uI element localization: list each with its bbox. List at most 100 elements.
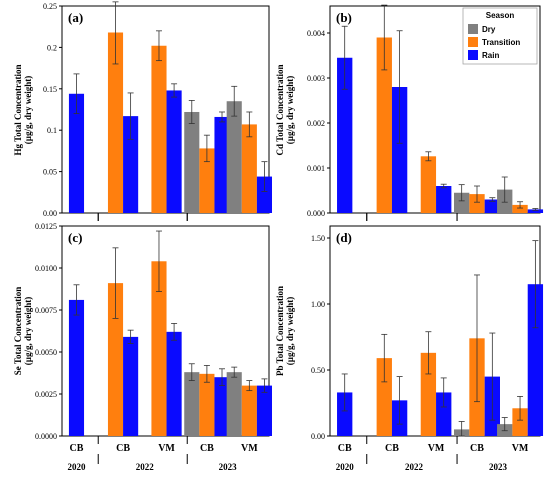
x-category-label: VM — [158, 443, 175, 454]
bar-c-dry — [226, 372, 242, 436]
panel-c-ytick-label: 0.0025 — [35, 390, 57, 399]
panel-c-ytick-label: 0.0075 — [35, 306, 57, 315]
x-year-label: 2022 — [136, 462, 155, 472]
legend-label-dry: Dry — [482, 25, 496, 34]
panel-b-ylabel-line2: (µg/g, dry weight) — [285, 76, 295, 144]
x-year-label: 2023 — [489, 462, 508, 472]
bar-c-rain — [166, 331, 182, 436]
bar-d-rain — [436, 392, 452, 436]
panel-d-ylabel-line2: (µg/g, dry weight) — [285, 297, 295, 365]
bar-c-transition — [241, 385, 257, 436]
bar-a-rain — [68, 93, 85, 213]
panel-d: 0.00 0.50 1.00 1.50 (d) Pb Total Concentrat… — [275, 225, 544, 444]
bar-a-transition — [107, 32, 124, 213]
bar-c-transition — [199, 373, 215, 436]
x-category-label: VM — [512, 443, 529, 454]
bar-b-rain — [436, 186, 452, 213]
panel-a-ytick-label: 0.05 — [43, 168, 57, 177]
bar-c-rain — [256, 385, 273, 436]
legend-label-transition: Transition — [482, 38, 520, 47]
bar-a-rain — [256, 176, 273, 213]
panel-c-ytick-label: 0.0000 — [35, 432, 57, 441]
panel-c-ytick-label: 0.0100 — [35, 264, 57, 273]
panel-a: 0.00 0.05 0.1 0.15 0.2 0.25 (a) Hg Total Conc… — [13, 1, 273, 221]
panel-a-ytick-label: 0.2 — [47, 43, 57, 52]
panel-a-ytick-label: 0.25 — [43, 2, 57, 11]
bar-b-transition — [420, 156, 437, 213]
x-year-label: 2020 — [336, 462, 355, 472]
bar-d-transition — [376, 358, 392, 436]
legend: Season Dry Transition Rain — [462, 7, 538, 65]
panel-d-ytick-label: 0.00 — [311, 432, 325, 441]
x-category-label: VM — [241, 443, 258, 454]
panel-b-ytick-label: 0.001 — [307, 164, 325, 173]
bar-a-rain — [166, 90, 182, 213]
panel-a-plot: 0.00 0.05 0.1 0.15 0.2 0.25 — [43, 1, 273, 221]
panel-a-ylabel-line1: Hg Total Concentration — [13, 64, 23, 155]
panel-b-plot: 0.000 0.001 0.002 0.003 0.004 — [307, 4, 544, 221]
bar-a-transition — [151, 45, 167, 213]
panel-d-plot: 0.00 0.50 1.00 1.50 — [311, 234, 544, 444]
legend-swatch-dry — [468, 24, 478, 34]
x-category-label: CB — [70, 443, 84, 454]
panel-d-ytick-label: 1.50 — [311, 234, 325, 243]
panel-d-ytick-label: 0.50 — [311, 366, 325, 375]
legend-swatch-transition — [468, 37, 478, 47]
panel-c-plot: 0.0000 0.0025 0.0050 0.0075 0.0100 0.0125 — [35, 222, 273, 444]
panel-c-ylabel-line1: Se Total Concentration — [13, 287, 23, 376]
panel-b-ytick-label: 0.000 — [307, 209, 325, 218]
panel-a-ylabel-line2: (µg/g, dry weight) — [23, 76, 33, 144]
panel-c-ytick-label: 0.0050 — [35, 348, 57, 357]
bar-d-transition — [512, 408, 528, 436]
bar-c-rain — [68, 299, 85, 436]
panel-d-ytick-label: 1.00 — [311, 300, 325, 309]
bar-b-rain — [484, 199, 500, 213]
bar-d-rain — [527, 284, 544, 436]
x-axis-labels: CB CB VM CB VM 2020 2022 2023 CB CB VM CB VM 2020 2022… — [67, 213, 529, 472]
x-category-label: CB — [200, 443, 214, 454]
bar-b-transition — [512, 204, 528, 213]
x-year-label: 2020 — [67, 462, 86, 472]
panel-a-ytick-label: 0.00 — [43, 209, 57, 218]
panel-a-label: (a) — [68, 10, 83, 25]
panel-b: 0.000 0.001 0.002 0.003 0.004 (b) Cd Total C… — [275, 4, 544, 221]
x-category-label: CB — [338, 443, 352, 454]
panel-d-label: (d) — [336, 230, 352, 245]
panel-c: 0.0000 0.0025 0.0050 0.0075 0.0100 0.0125 (c)… — [13, 222, 273, 444]
x-category-label: CB — [116, 443, 130, 454]
bar-b-rain — [337, 57, 353, 213]
panel-a-ytick-label: 0.15 — [43, 85, 57, 94]
panel-b-ytick-label: 0.003 — [307, 74, 325, 83]
x-category-label: CB — [385, 443, 399, 454]
panel-c-ylabel-line2: (µg/g, dry weight) — [23, 297, 33, 365]
bar-a-dry — [226, 101, 242, 213]
panel-b-ytick-label: 0.002 — [307, 119, 325, 128]
bar-c-transition — [107, 283, 124, 436]
panel-d-ylabel-line1: Pb Total Concentration — [275, 286, 285, 376]
bar-b-rain — [527, 209, 544, 213]
legend-title: Season — [486, 11, 515, 20]
bar-a-dry — [184, 111, 200, 213]
panel-a-ytick-label: 0.1 — [47, 126, 57, 135]
bar-d-transition — [420, 352, 437, 436]
bar-c-rain — [214, 377, 230, 436]
legend-label-rain: Rain — [482, 51, 499, 60]
bar-b-transition — [376, 37, 392, 213]
bar-b-transition — [469, 194, 485, 213]
bar-b-dry — [454, 192, 470, 213]
panel-b-ylabel-line1: Cd Total Concentration — [275, 64, 285, 155]
x-category-label: VM — [428, 443, 445, 454]
bar-a-transition — [241, 124, 257, 213]
bar-c-rain — [123, 336, 139, 436]
panel-b-ytick-label: 0.004 — [307, 29, 325, 38]
panel-c-ytick-label: 0.0125 — [35, 222, 57, 231]
x-category-label: CB — [470, 443, 484, 454]
bar-c-transition — [151, 261, 167, 436]
panel-c-label: (c) — [68, 230, 82, 245]
legend-swatch-rain — [468, 50, 478, 60]
bar-b-rain — [391, 87, 408, 213]
x-year-label: 2023 — [219, 462, 238, 472]
panel-b-label: (b) — [336, 10, 352, 25]
bar-a-rain — [214, 116, 230, 213]
